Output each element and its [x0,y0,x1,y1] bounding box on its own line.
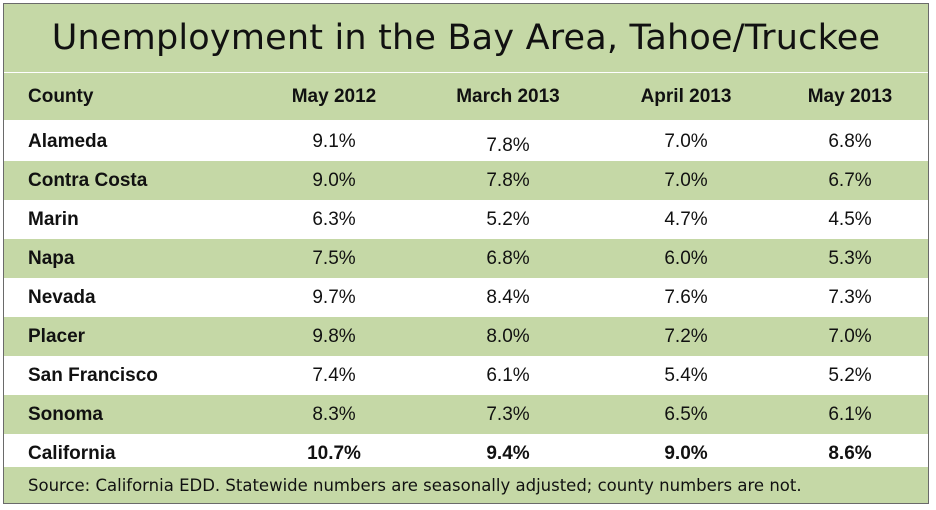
value-march-2013: 8.4% [486,286,530,308]
value-april-2013: 5.4% [664,364,708,386]
value-march-2013: 7.8% [486,169,530,191]
table-frame: Unemployment in the Bay Area, Tahoe/Truc… [3,3,929,504]
county-name: Napa [28,247,75,269]
table-row-san-francisco: San Francisco 7.4% 6.1% 5.4% 5.2% [4,356,928,395]
value-april-2013: 4.7% [664,208,708,230]
value-may-2013: 6.7% [828,169,872,191]
table-row-placer: Placer 9.8% 8.0% 7.2% 7.0% [4,317,928,356]
county-name: Contra Costa [28,169,148,191]
value-may-2012: 6.3% [312,208,356,230]
value-march-2013: 6.1% [486,364,530,386]
source-text: Source: California EDD. Statewide number… [28,475,802,495]
value-may-2012: 7.5% [312,247,356,269]
value-may-2012: 9.7% [312,286,356,308]
header-may-2013: May 2013 [807,85,893,107]
source-note: Source: California EDD. Statewide number… [4,467,928,503]
county-name: Placer [28,325,86,347]
value-may-2013: 5.2% [828,364,872,386]
table-row-marin: Marin 6.3% 5.2% 4.7% 4.5% [4,200,928,239]
county-name: California [28,442,116,464]
county-name: Sonoma [28,403,103,425]
county-name: Marin [28,208,79,230]
value-may-2013: 7.3% [828,286,872,308]
county-name: Nevada [28,286,96,308]
value-march-2013: 9.4% [486,442,530,464]
value-may-2012: 10.7% [307,442,361,464]
value-march-2013: 5.2% [486,208,530,230]
value-may-2012: 8.3% [312,403,356,425]
value-may-2012: 7.4% [312,364,356,386]
value-march-2013: 7.8% [486,134,530,156]
value-april-2013: 6.0% [664,247,708,269]
value-april-2013: 6.5% [664,403,708,425]
table-row-alameda: Alameda 9.1% 7.8% 7.0% 6.8% [4,122,928,161]
value-march-2013: 6.8% [486,247,530,269]
value-may-2012: 9.1% [312,130,356,152]
value-april-2013: 7.0% [664,169,708,191]
header-march-2013: March 2013 [456,85,560,107]
county-name: Alameda [28,130,108,152]
value-april-2013: 7.2% [664,325,708,347]
value-march-2013: 8.0% [486,325,530,347]
table-header: County May 2012 March 2013 April 2013 Ma… [4,73,928,122]
header-may-2012: May 2012 [291,85,377,107]
value-april-2013: 7.0% [664,130,708,152]
table-row-napa: Napa 7.5% 6.8% 6.0% 5.3% [4,239,928,278]
value-march-2013: 7.3% [486,403,530,425]
header-county: County [28,85,94,107]
value-may-2012: 9.0% [312,169,356,191]
table-row-california: California 10.7% 9.4% 9.0% 8.6% [4,434,928,473]
value-may-2013: 8.6% [828,442,872,464]
table-row-contra-costa: Contra Costa 9.0% 7.8% 7.0% 6.7% [4,161,928,200]
value-may-2012: 9.8% [312,325,356,347]
value-may-2013: 4.5% [828,208,872,230]
value-may-2013: 5.3% [828,247,872,269]
value-april-2013: 7.6% [664,286,708,308]
table-row-sonoma: Sonoma 8.3% 7.3% 6.5% 6.1% [4,395,928,434]
header-april-2013: April 2013 [640,85,732,107]
value-may-2013: 7.0% [828,325,872,347]
value-may-2013: 6.8% [828,130,872,152]
table-row-nevada: Nevada 9.7% 8.4% 7.6% 7.3% [4,278,928,317]
page-title: Unemployment in the Bay Area, Tahoe/Truc… [51,18,881,58]
county-name: San Francisco [28,364,158,386]
value-april-2013: 9.0% [664,442,708,464]
value-may-2013: 6.1% [828,403,872,425]
title-bar: Unemployment in the Bay Area, Tahoe/Truc… [4,4,928,73]
